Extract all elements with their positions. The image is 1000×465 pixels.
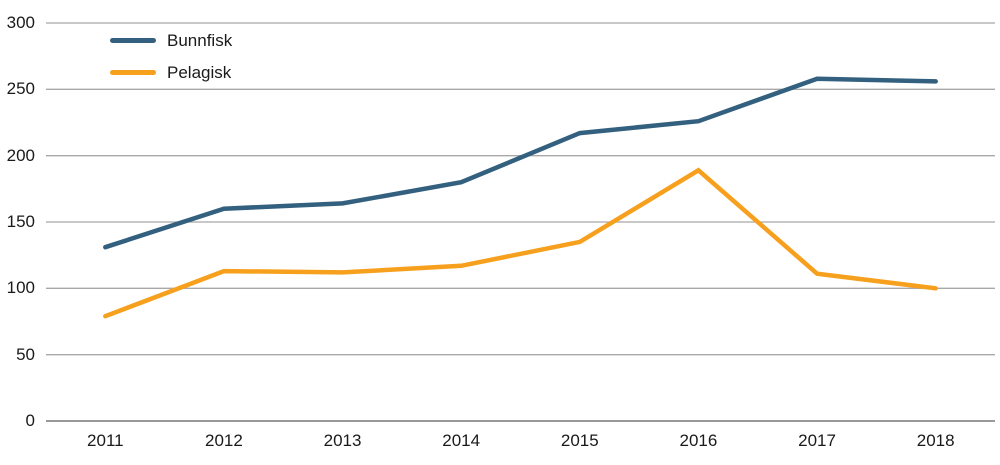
y-tick-label: 250: [6, 79, 35, 99]
x-tick-label: 2011: [87, 431, 124, 450]
legend-label-bunnfisk: Bunnfisk: [167, 30, 233, 50]
x-axis-labels: 2011 2012 2013 2014 2015 2016 2017 2018: [0, 430, 1000, 454]
x-tick-label: 2015: [560, 431, 599, 450]
series-line-bunnfisk: [103, 76, 938, 250]
legend-item-pelagisk: Pelagisk: [110, 56, 232, 88]
x-tick-label: 2018: [916, 431, 955, 450]
series-line-pelagisk: [103, 167, 938, 319]
y-tick-label: 0: [25, 411, 35, 430]
y-tick-label: 150: [6, 212, 35, 231]
y-tick-label: 100: [6, 278, 35, 298]
legend-label-pelagisk: Pelagisk: [167, 62, 232, 82]
legend: Bunnfisk Pelagisk: [110, 24, 232, 88]
legend-item-bunnfisk: Bunnfisk: [110, 24, 232, 56]
y-tick-label: 50: [16, 344, 35, 364]
x-tick-label: 2013: [323, 431, 362, 450]
y-tick-label: 200: [6, 145, 35, 165]
x-tick-label: 2014: [442, 431, 481, 450]
y-tick-label: 300: [6, 13, 35, 32]
bunnfisk-line-swatch: [110, 37, 156, 43]
x-tick-label: 2017: [798, 431, 836, 450]
x-tick-label: 2016: [679, 431, 718, 450]
pelagisk-line-swatch: [110, 69, 156, 75]
x-tick-label: 2012: [205, 431, 243, 450]
y-axis-labels: 0 50 100 150 200 250 300: [0, 0, 35, 465]
